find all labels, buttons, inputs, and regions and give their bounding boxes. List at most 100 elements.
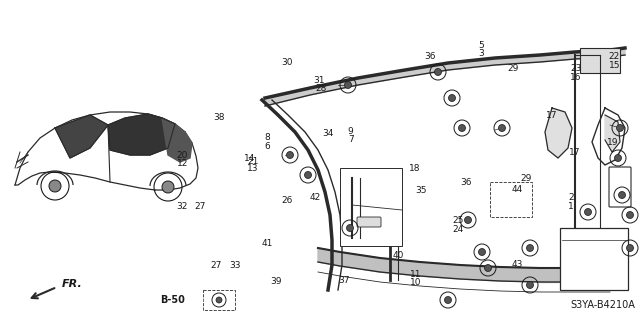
Text: 23: 23 xyxy=(570,64,582,73)
Circle shape xyxy=(216,297,222,303)
Text: 9: 9 xyxy=(348,127,353,136)
Text: S3YA-B4210A: S3YA-B4210A xyxy=(570,300,635,310)
Text: 43: 43 xyxy=(511,260,523,269)
Text: 7: 7 xyxy=(348,135,353,144)
Polygon shape xyxy=(108,114,175,155)
Polygon shape xyxy=(460,265,500,281)
Text: 12: 12 xyxy=(177,159,188,168)
Text: 39: 39 xyxy=(271,277,282,286)
Circle shape xyxy=(627,211,634,219)
Text: 26: 26 xyxy=(281,196,292,205)
Circle shape xyxy=(287,152,294,159)
Polygon shape xyxy=(500,267,540,282)
Text: 20: 20 xyxy=(177,151,188,160)
Circle shape xyxy=(305,172,312,179)
Polygon shape xyxy=(162,118,192,162)
Polygon shape xyxy=(358,70,405,85)
Polygon shape xyxy=(540,52,575,62)
FancyBboxPatch shape xyxy=(490,182,532,217)
Text: 17: 17 xyxy=(569,148,580,157)
Polygon shape xyxy=(187,292,203,308)
Text: 37: 37 xyxy=(339,276,350,285)
Polygon shape xyxy=(310,78,358,95)
Text: 36: 36 xyxy=(460,178,472,187)
Circle shape xyxy=(527,281,534,288)
Polygon shape xyxy=(605,115,620,152)
Circle shape xyxy=(584,209,591,216)
Text: 25: 25 xyxy=(452,216,463,225)
Polygon shape xyxy=(318,248,340,266)
Text: 31: 31 xyxy=(313,76,324,85)
Circle shape xyxy=(162,181,174,193)
Text: 24: 24 xyxy=(452,225,463,234)
Text: 33: 33 xyxy=(230,261,241,270)
Circle shape xyxy=(616,124,623,131)
Text: 34: 34 xyxy=(322,129,333,138)
FancyBboxPatch shape xyxy=(340,168,402,246)
Text: 14: 14 xyxy=(244,154,255,163)
Text: 15: 15 xyxy=(609,61,620,70)
Circle shape xyxy=(479,249,486,256)
Circle shape xyxy=(627,244,634,251)
Text: 29: 29 xyxy=(520,174,532,182)
Polygon shape xyxy=(495,55,540,65)
Text: 3: 3 xyxy=(479,49,484,58)
Circle shape xyxy=(465,217,472,224)
Polygon shape xyxy=(55,115,108,158)
Circle shape xyxy=(499,124,506,131)
Text: 22: 22 xyxy=(609,52,620,61)
Circle shape xyxy=(614,154,621,161)
Text: 40: 40 xyxy=(392,251,404,260)
Text: 44: 44 xyxy=(511,185,523,194)
Text: 42: 42 xyxy=(309,193,321,202)
Polygon shape xyxy=(540,268,580,282)
Circle shape xyxy=(49,180,61,192)
Text: 5: 5 xyxy=(479,41,484,50)
Circle shape xyxy=(449,94,456,101)
Text: 29: 29 xyxy=(508,64,519,73)
Polygon shape xyxy=(610,48,625,57)
Text: 35: 35 xyxy=(415,186,427,195)
Circle shape xyxy=(435,69,442,76)
Text: 19: 19 xyxy=(607,138,619,147)
FancyBboxPatch shape xyxy=(609,167,631,207)
Text: 21: 21 xyxy=(247,157,259,166)
Text: 32: 32 xyxy=(177,202,188,211)
FancyBboxPatch shape xyxy=(203,290,235,310)
Text: 27: 27 xyxy=(194,202,205,211)
Text: 11: 11 xyxy=(410,271,422,279)
Circle shape xyxy=(458,124,465,131)
Text: 17: 17 xyxy=(546,111,557,120)
FancyBboxPatch shape xyxy=(357,217,381,227)
Text: FR.: FR. xyxy=(62,279,83,289)
Polygon shape xyxy=(575,50,610,59)
Text: B-50: B-50 xyxy=(160,295,185,305)
Text: 6: 6 xyxy=(265,142,270,151)
Circle shape xyxy=(344,81,351,88)
FancyBboxPatch shape xyxy=(560,228,628,290)
Text: 10: 10 xyxy=(410,278,422,287)
Polygon shape xyxy=(405,63,448,77)
Text: 30: 30 xyxy=(281,58,292,67)
Text: 8: 8 xyxy=(265,133,270,142)
Text: 16: 16 xyxy=(570,73,582,82)
Polygon shape xyxy=(420,262,460,279)
Text: 41: 41 xyxy=(262,239,273,248)
Text: 38: 38 xyxy=(213,113,225,122)
Polygon shape xyxy=(380,258,420,276)
Polygon shape xyxy=(265,88,310,106)
Circle shape xyxy=(618,191,625,198)
Text: 18: 18 xyxy=(409,164,420,173)
Circle shape xyxy=(527,244,534,251)
Text: 36: 36 xyxy=(424,52,436,61)
Text: 28: 28 xyxy=(316,84,327,93)
Polygon shape xyxy=(545,108,572,158)
FancyBboxPatch shape xyxy=(580,48,620,73)
Text: 1: 1 xyxy=(568,202,573,211)
Circle shape xyxy=(445,296,451,303)
Text: 27: 27 xyxy=(211,261,222,270)
Polygon shape xyxy=(340,252,380,272)
Text: 13: 13 xyxy=(247,164,259,173)
Polygon shape xyxy=(580,268,610,282)
Polygon shape xyxy=(448,58,495,70)
